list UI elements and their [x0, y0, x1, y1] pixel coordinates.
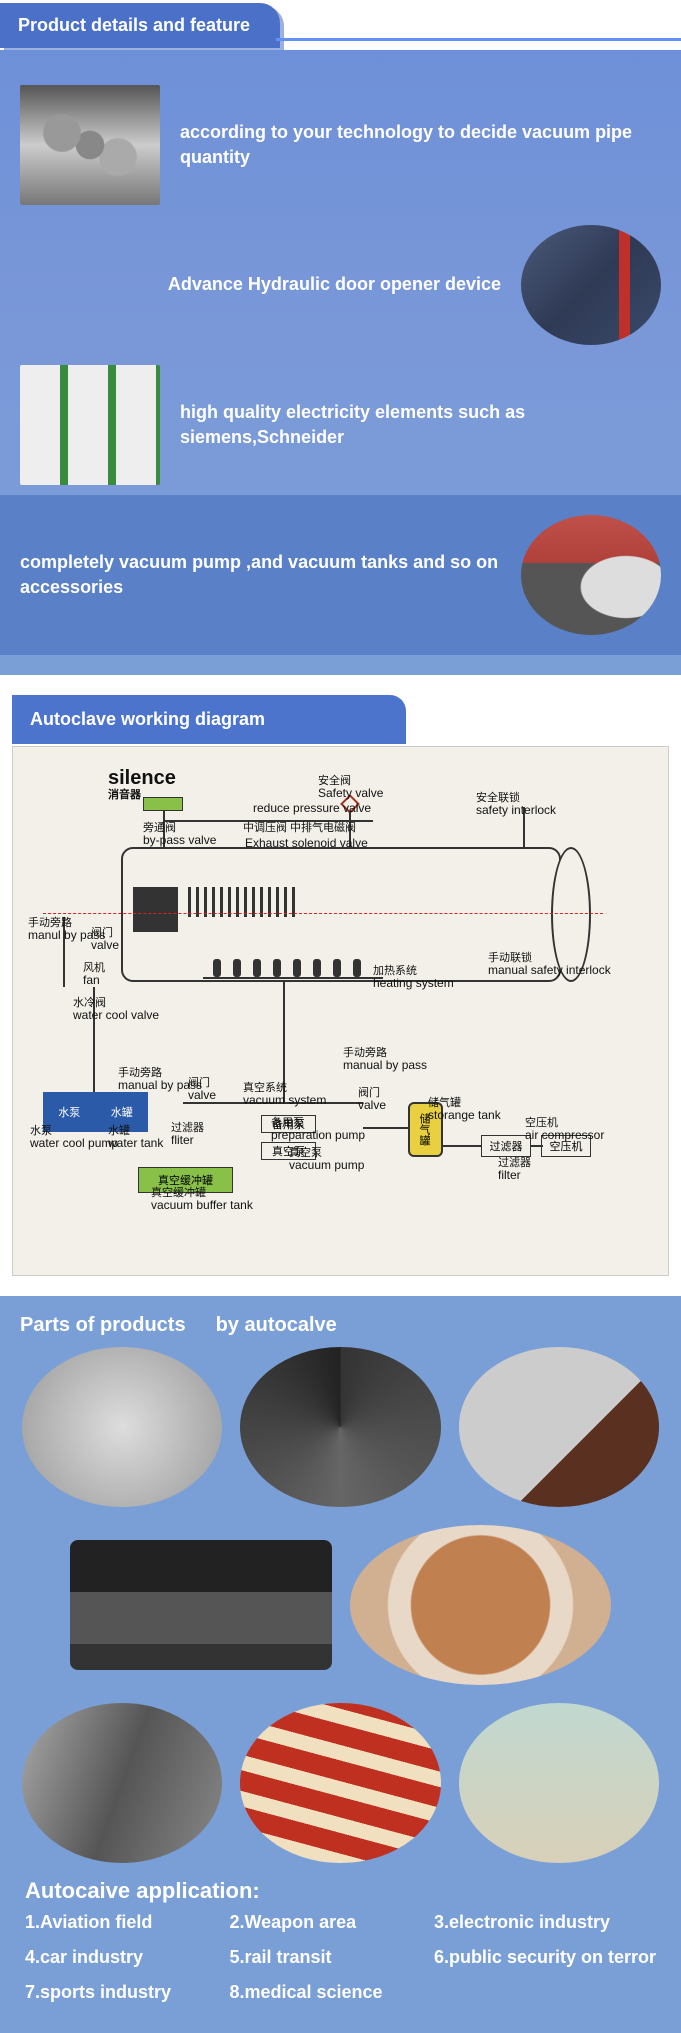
part-disc	[350, 1525, 612, 1685]
feature-row-3: high quality electricity elements such a…	[0, 355, 681, 495]
feature-row-2: Advance Hydraulic door opener device	[0, 215, 681, 355]
diagram-label: 手动旁路manual by pass	[343, 1047, 427, 1072]
feature-row-4: completely vacuum pump ,and vacuum tanks…	[0, 495, 681, 655]
section1-title: Product details and feature	[0, 3, 280, 48]
diagram-label: 风机fan	[83, 962, 105, 987]
feature-image-door	[521, 225, 661, 345]
part-frame	[240, 1347, 440, 1507]
spacer	[0, 675, 681, 683]
part-cone	[459, 1347, 659, 1507]
diagram-label: 过滤器fliter	[171, 1122, 204, 1147]
application-item: 1.Aviation field	[25, 1912, 221, 1933]
section-product-details: Product details and feature according to…	[0, 0, 681, 675]
feature-text-4: completely vacuum pump ,and vacuum tanks…	[20, 550, 501, 600]
diagram-label: 过滤器filter	[498, 1157, 531, 1182]
section-parts: Parts of products by autocalve Autocaive…	[0, 1296, 681, 2033]
autoclave-diagram: 水泵水罐真空缓冲罐储气罐备用泵真空泵过滤器空压机silence消音器reduce…	[12, 746, 669, 1276]
diagram-label: 中调压阀 中排气电磁阀	[243, 822, 356, 834]
application-item: 6.public security on terror	[434, 1947, 656, 1968]
applications: Autocaive application: 1.Aviation field 2…	[0, 1863, 681, 2008]
section-diagram: Autoclave working diagram 水泵水罐真空缓冲罐储气罐备用…	[0, 683, 681, 1288]
diagram-label: 阀门valve	[188, 1077, 216, 1102]
feature-image-breakers	[20, 365, 160, 485]
application-item: 2.Weapon area	[229, 1912, 425, 1933]
diagram-label: 阀门valve	[91, 927, 119, 952]
red-centerline	[43, 913, 603, 914]
diagram-label: 手动联锁manual safety interlock	[488, 952, 611, 977]
diagram-label: Exhaust solenoid valve	[245, 837, 368, 850]
diagram-label: 加热系统heating system	[373, 965, 454, 990]
diagram-label: 旁通阀by-pass valve	[143, 822, 216, 847]
diagram-label: 备用泵preparation pump	[271, 1117, 365, 1142]
application-item: 5.rail transit	[229, 1947, 425, 1968]
feature-text-1: according to your technology to decide v…	[180, 120, 661, 170]
diagram-label: 安全阀Safety valve	[318, 775, 383, 800]
fan-box	[133, 887, 178, 932]
diagram-label: 水冷阀water cool valve	[73, 997, 159, 1022]
section2-title: Autoclave working diagram	[12, 695, 406, 744]
section3-title-left: Parts of products	[20, 1314, 186, 1337]
applications-list: 1.Aviation field 2.Weapon area 3.electroni…	[25, 1912, 656, 2003]
part-tubes	[240, 1703, 440, 1863]
part-workshop	[459, 1703, 659, 1863]
feature-image-pump	[521, 515, 661, 635]
section1-header: Product details and feature	[0, 0, 681, 50]
diagram-label: reduce pressure valve	[253, 802, 371, 815]
parts-grid-row3	[0, 1703, 681, 1863]
part-molded	[22, 1703, 222, 1863]
diagram-label: 储气罐storange tank	[428, 1097, 501, 1122]
part-hood-panel	[70, 1540, 332, 1670]
feature-text-3: high quality electricity elements such a…	[180, 400, 661, 450]
spacer	[0, 1288, 681, 1296]
applications-title: Autocaive application:	[25, 1878, 656, 1904]
part-helmet-shell	[22, 1347, 222, 1507]
feature-image-pipes	[20, 85, 160, 205]
diagram-label: 水罐water tank	[108, 1125, 163, 1150]
diagram-label: 阀门valve	[358, 1087, 386, 1112]
diagram-label: 空压机air compressor	[525, 1117, 604, 1142]
diagram-label: 安全联锁safety interlock	[476, 792, 556, 817]
parts-grid-row2	[0, 1525, 681, 1685]
section3-title-right: by autocalve	[216, 1314, 337, 1337]
application-item: 4.car industry	[25, 1947, 221, 1968]
parts-grid-row1	[0, 1347, 681, 1507]
header-underline	[276, 38, 681, 41]
feature-text-2: Advance Hydraulic door opener device	[168, 272, 501, 297]
feature-row-1: according to your technology to decide v…	[0, 75, 681, 215]
diagram-label: 真空泵vacuum pump	[289, 1147, 364, 1172]
section3-header: Parts of products by autocalve	[0, 1296, 681, 1347]
diagram-label: 水泵water cool pump	[30, 1125, 118, 1150]
diagram-label: 真空缓冲罐vacuum buffer tank	[151, 1187, 253, 1212]
diagram-label: silence消音器	[108, 767, 176, 801]
diagram-label: 真空系统vacuum system	[243, 1082, 326, 1107]
application-item: 3.electronic industry	[434, 1912, 656, 1933]
